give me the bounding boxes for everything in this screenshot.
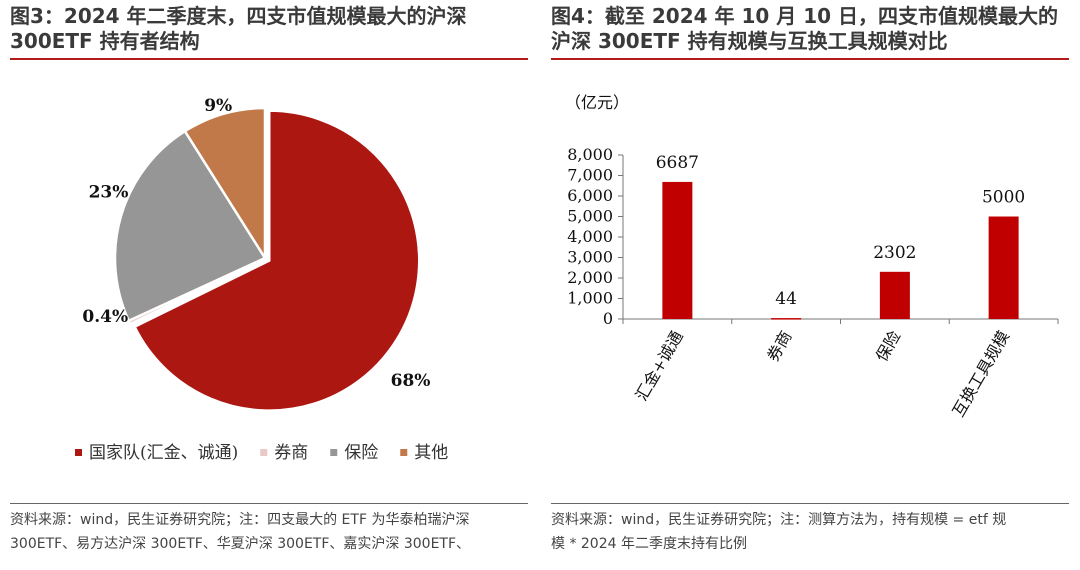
left-footnote-line-2: 300ETF、易方达沪深 300ETF、华夏沪深 300ETF、嘉实沪深 300… [10,536,471,552]
bar-value-label-item-3: 5000 [982,188,1025,208]
pie-label-item-0: 68% [391,371,431,391]
pie-label-item-2: 23% [89,183,129,203]
left-figure-title: 图3：2024 年二季度末，四支市值规模最大的沪深 300ETF 持有者结构 [10,4,528,60]
y-tick-label: 2,000 [567,268,613,287]
right-title-line-2: 沪深 300ETF 持有规模与互换工具规模对比 [551,29,948,53]
pie-slice-item-3 [183,106,267,263]
right-title-line-1: 图4：截至 2024 年 10 月 10 日，四支市值规模最大的 [551,4,1059,28]
bar-item-1 [771,318,802,320]
legend-swatch-item-0 [75,449,82,456]
right-figure-title: 图4：截至 2024 年 10 月 10 日，四支市值规模最大的 沪深 300E… [551,4,1069,60]
legend-label-item-1: 券商 [274,443,308,463]
y-unit-label: （亿元） [565,93,629,112]
x-category-label-item-3: 互换工具规模 [949,328,1013,421]
legend-label-item-2: 保险 [344,443,378,463]
left-title-line-1: 图3：2024 年二季度末，四支市值规模最大的沪深 [10,4,467,28]
pie-slice-item-2 [113,129,267,323]
left-title-line-2: 300ETF 持有者结构 [10,29,200,53]
y-tick-label: 4,000 [567,227,613,246]
pie-chart: 68% 0.4% 23% 9% 国家队(汇金、诚通) 券商 保险 其他 [75,96,448,463]
left-footnote: 资料来源：wind，民生证券研究院；注：四支最大的 ETF 为华泰柏瑞沪深 30… [10,503,528,556]
y-tick-label: 1,000 [567,289,613,308]
right-figure-panel: 图4：截至 2024 年 10 月 10 日，四支市值规模最大的 沪深 300E… [551,0,1071,570]
legend-swatch-item-2 [330,449,338,456]
left-figure-panel: 图3：2024 年二季度末，四支市值规模最大的沪深 300ETF 持有者结构 6… [10,0,530,570]
x-category-label-item-0: 汇金+诚通 [632,328,687,405]
pie-label-item-1: 0.4% [82,307,128,327]
y-tick-label: 5,000 [567,207,613,226]
x-category-label-item-2: 保险 [872,328,904,365]
right-footnote-line-2: 模 * 2024 年二季度末持有比例 [551,536,747,552]
bar-value-label-item-2: 2302 [873,243,916,263]
bar-value-label-item-0: 6687 [656,153,699,173]
pie-label-item-3: 9% [204,96,232,116]
right-footnote-line-1: 资料来源：wind，民生证券研究院；注：测算方法为，持有规模 = etf 规 [551,512,1007,528]
pie-slice-item-0 [132,109,421,412]
y-tick-label: 0 [603,309,613,328]
legend-label-item-0: 国家队(汇金、诚通) [89,443,238,463]
legend-swatch-item-3 [400,449,408,456]
y-tick-label: 8,000 [567,145,613,164]
y-tick-label: 7,000 [567,166,613,185]
right-footnote: 资料来源：wind，民生证券研究院；注：测算方法为，持有规模 = etf 规 模… [551,503,1069,556]
legend-swatch-item-1 [260,449,268,456]
bar-item-0 [662,181,693,319]
y-tick-label: 6,000 [567,186,613,205]
x-category-label-item-1: 券商 [763,328,795,365]
left-footnote-line-1: 资料来源：wind，民生证券研究院；注：四支最大的 ETF 为华泰柏瑞沪深 [10,512,470,528]
legend-label-item-3: 其他 [414,443,448,463]
bar-value-label-item-1: 44 [775,289,797,309]
bar-item-3 [988,216,1019,319]
y-tick-label: 3,000 [567,248,613,267]
bar-item-2 [879,271,910,319]
